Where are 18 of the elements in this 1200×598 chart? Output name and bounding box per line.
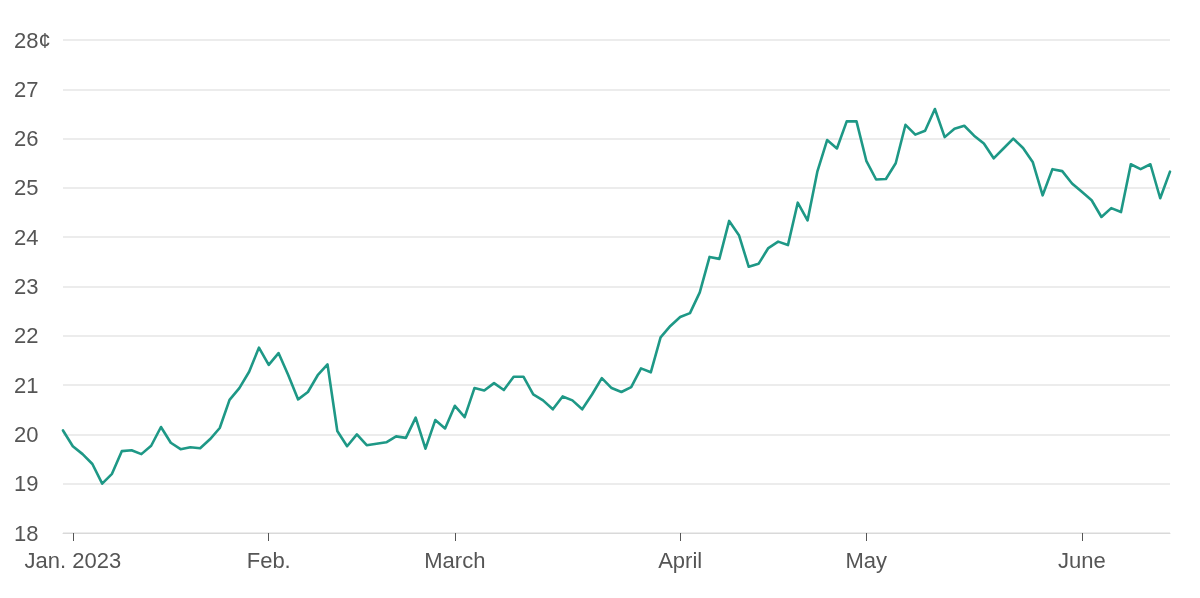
y-tick-label: 22 — [14, 323, 39, 349]
y-tick-label: 20 — [14, 421, 39, 447]
x-tick-label: April — [658, 547, 703, 573]
y-tick-label: 28¢ — [14, 27, 51, 53]
y-tick-label: 23 — [14, 274, 39, 299]
x-tick-label: Feb. — [246, 547, 291, 573]
y-tick-label: 21 — [14, 372, 39, 398]
x-tick-label: May — [845, 547, 888, 573]
x-tick-label: June — [1057, 547, 1106, 573]
y-tick-label: 24 — [14, 224, 39, 250]
y-tick-label: 18 — [14, 520, 39, 546]
y-tick-label: 25 — [14, 175, 39, 201]
line-series — [61, 107, 1172, 485]
x-tick-label: Jan. 2023 — [24, 547, 122, 573]
x-tick-label: March — [424, 547, 486, 573]
y-tick-label: 26 — [14, 126, 39, 152]
y-tick-label: 19 — [14, 471, 39, 497]
y-tick-label: 27 — [14, 76, 39, 102]
